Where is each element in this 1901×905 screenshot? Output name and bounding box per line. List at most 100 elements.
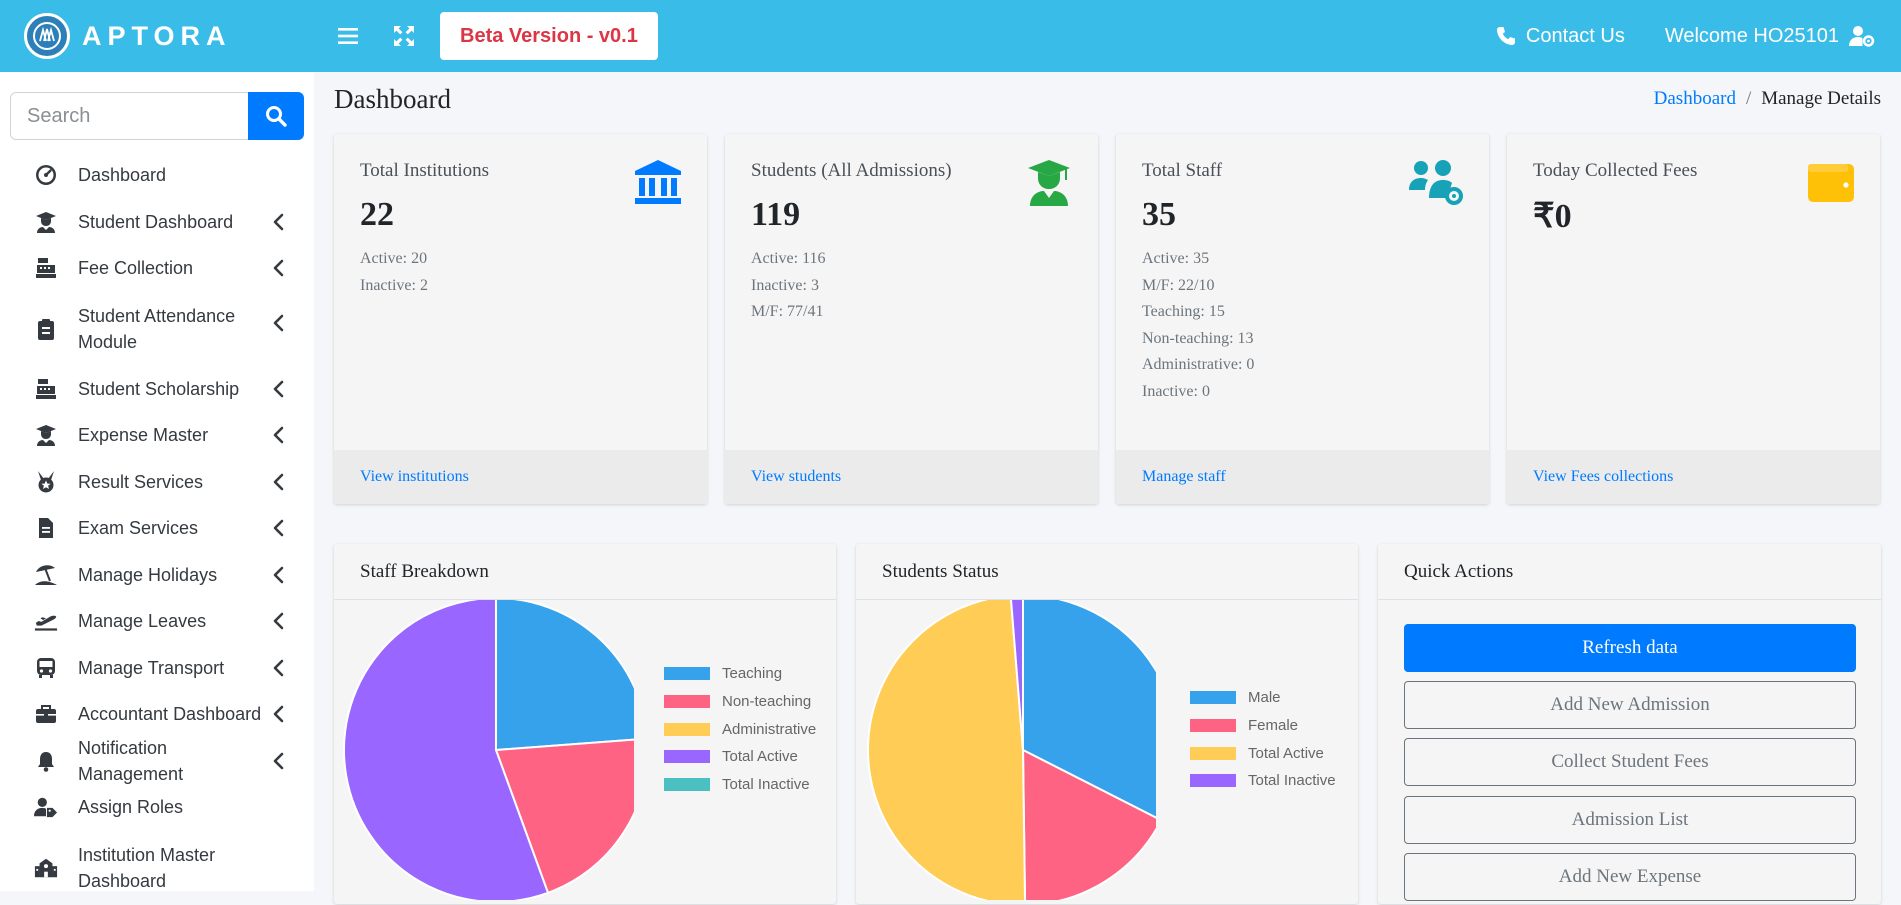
sidebar-item-manage-holidays[interactable]: Manage Holidays [0, 552, 314, 599]
legend-item[interactable]: Non-teaching [664, 688, 816, 716]
view-institutions-link[interactable]: View institutions [334, 450, 707, 504]
breadcrumb-dashboard-link[interactable]: Dashboard [1653, 88, 1736, 109]
sidebar-item-fee-collection[interactable]: Fee Collection [0, 245, 314, 292]
chevron-left-icon[interactable] [272, 473, 286, 491]
page-title: Dashboard [334, 84, 451, 114]
stat-card-institutions: Total Institutions 22 Active: 20 Inactiv… [334, 134, 707, 504]
sidebar-item-exam-services[interactable]: Exam Services [0, 505, 314, 552]
user-tag-icon [34, 795, 58, 819]
search-button[interactable] [248, 92, 304, 140]
view-students-link[interactable]: View students [725, 450, 1098, 504]
contact-us-label: Contact Us [1525, 24, 1625, 47]
card-detail-line: M/F: 77/41 [751, 303, 824, 321]
welcome-text: Welcome HO25101 [1664, 24, 1839, 47]
panel-title: Quick Actions [1378, 544, 1881, 600]
pie-slice-total-inactive[interactable] [1010, 600, 1024, 751]
students-status-panel: Students Status Male Female Total Active To… [856, 544, 1358, 904]
chevron-left-icon[interactable] [272, 566, 286, 584]
sidebar-item-notification-management[interactable]: Notification Management [0, 738, 314, 785]
briefcase-icon [34, 702, 58, 726]
contact-us-link[interactable]: Contact Us [1496, 25, 1625, 48]
card-value: 119 [751, 196, 801, 233]
legend-swatch [664, 722, 710, 736]
sidebar-item-label: Student Dashboard [78, 211, 234, 232]
sidebar-item-label: Manage Holidays [78, 564, 218, 585]
sidebar-item-assign-roles[interactable]: Assign Roles [0, 784, 314, 831]
legend-item[interactable]: Total Active [664, 743, 816, 771]
chevron-left-icon[interactable] [272, 612, 286, 630]
sidebar-item-institution-master-dashboard[interactable]: Institution Master Dashboard [0, 831, 314, 905]
legend-item[interactable]: Total Inactive [1190, 767, 1336, 795]
search-input[interactable] [10, 92, 248, 140]
legend-item[interactable]: Teaching [664, 660, 816, 688]
students-chart-legend: Male Female Total Active Total Inactive [1190, 684, 1336, 795]
legend-item[interactable]: Male [1190, 684, 1336, 712]
legend-item[interactable]: Administrative [664, 715, 816, 743]
card-title: Today Collected Fees [1533, 160, 1698, 181]
sidebar-item-label: Notification Management [78, 737, 184, 784]
sidebar-item-accountant-dashboard[interactable]: Accountant Dashboard [0, 691, 314, 738]
bell-icon [34, 749, 58, 773]
legend-swatch [664, 778, 710, 792]
sidebar-item-result-services[interactable]: Result Services [0, 459, 314, 506]
user-menu[interactable]: Welcome HO25101 [1665, 25, 1875, 48]
legend-label: Female [1248, 717, 1299, 735]
legend-item[interactable]: Female [1190, 712, 1336, 740]
chevron-left-icon[interactable] [272, 314, 286, 332]
chevron-left-icon[interactable] [272, 659, 286, 677]
legend-swatch [664, 750, 710, 764]
manage-staff-link[interactable]: Manage staff [1116, 450, 1489, 504]
chevron-left-icon[interactable] [272, 752, 286, 770]
chevron-left-icon[interactable] [272, 213, 286, 231]
legend-label: Teaching [722, 665, 783, 683]
sidebar-item-manage-leaves[interactable]: Manage Leaves [0, 598, 314, 645]
chevron-left-icon[interactable] [272, 259, 286, 277]
collect-student-fees-button[interactable]: Collect Student Fees [1404, 738, 1856, 786]
quick-actions-panel: Quick Actions Refresh data Add New Admis… [1378, 544, 1881, 904]
menu-toggle-icon[interactable] [330, 18, 366, 54]
chevron-left-icon[interactable] [272, 519, 286, 537]
sidebar-item-student-dashboard[interactable]: Student Dashboard [0, 199, 314, 246]
sidebar-item-manage-transport[interactable]: Manage Transport [0, 645, 314, 692]
cash-register-icon [34, 377, 58, 401]
refresh-data-button[interactable]: Refresh data [1404, 624, 1856, 672]
card-value: ₹0 [1533, 198, 1572, 235]
brand-name: APTORA [82, 20, 232, 51]
medal-icon [34, 470, 58, 494]
chevron-left-icon[interactable] [272, 426, 286, 444]
pie-slice-male[interactable] [1022, 600, 1156, 820]
chevron-left-icon[interactable] [272, 705, 286, 723]
sidebar-item-dashboard[interactable]: Dashboard [0, 152, 314, 199]
pie-slice-teaching[interactable] [495, 600, 634, 752]
card-detail-line: Inactive: 0 [1142, 382, 1210, 400]
fullscreen-icon[interactable] [386, 18, 422, 54]
add-new-expense-button[interactable]: Add New Expense [1404, 853, 1856, 901]
sidebar-item-label: Student Scholarship [78, 378, 240, 399]
sidebar-item-student-attendance-module[interactable]: Student Attendance Module [0, 292, 314, 366]
chevron-left-icon[interactable] [272, 380, 286, 398]
legend-label: Total Active [1248, 744, 1324, 762]
breadcrumb: Dashboard / Manage Details [1654, 88, 1881, 110]
users-cog-icon [1409, 160, 1463, 205]
pie-slice-total-active[interactable] [867, 600, 1026, 900]
document-icon [34, 516, 58, 540]
sidebar-item-label: Dashboard [78, 165, 167, 186]
cash-register-icon [34, 256, 58, 280]
pie-slice-non-teaching[interactable] [494, 738, 634, 895]
sidebar-item-expense-master[interactable]: Expense Master [0, 412, 314, 459]
legend-label: Total Inactive [1248, 772, 1336, 790]
sidebar-item-label: Student Attendance Module [78, 305, 236, 352]
sidebar-item-label: Accountant Dashboard [78, 704, 262, 725]
brand[interactable]: APTORA [0, 13, 310, 59]
card-detail-line: Non-teaching: 13 [1142, 329, 1254, 347]
card-detail-line: Active: 35 [1142, 250, 1210, 267]
add-new-admission-button[interactable]: Add New Admission [1404, 681, 1856, 729]
view-fees-collections-link[interactable]: View Fees collections [1507, 450, 1880, 504]
pie-slice-total-active[interactable] [343, 600, 550, 900]
sidebar-item-label: Exam Services [78, 518, 199, 539]
pie-slice-female[interactable] [1021, 748, 1156, 900]
admission-list-button[interactable]: Admission List [1404, 796, 1856, 844]
legend-item[interactable]: Total Active [1190, 739, 1336, 767]
sidebar-item-student-scholarship[interactable]: Student Scholarship [0, 366, 314, 413]
legend-item[interactable]: Total Inactive [664, 771, 816, 799]
